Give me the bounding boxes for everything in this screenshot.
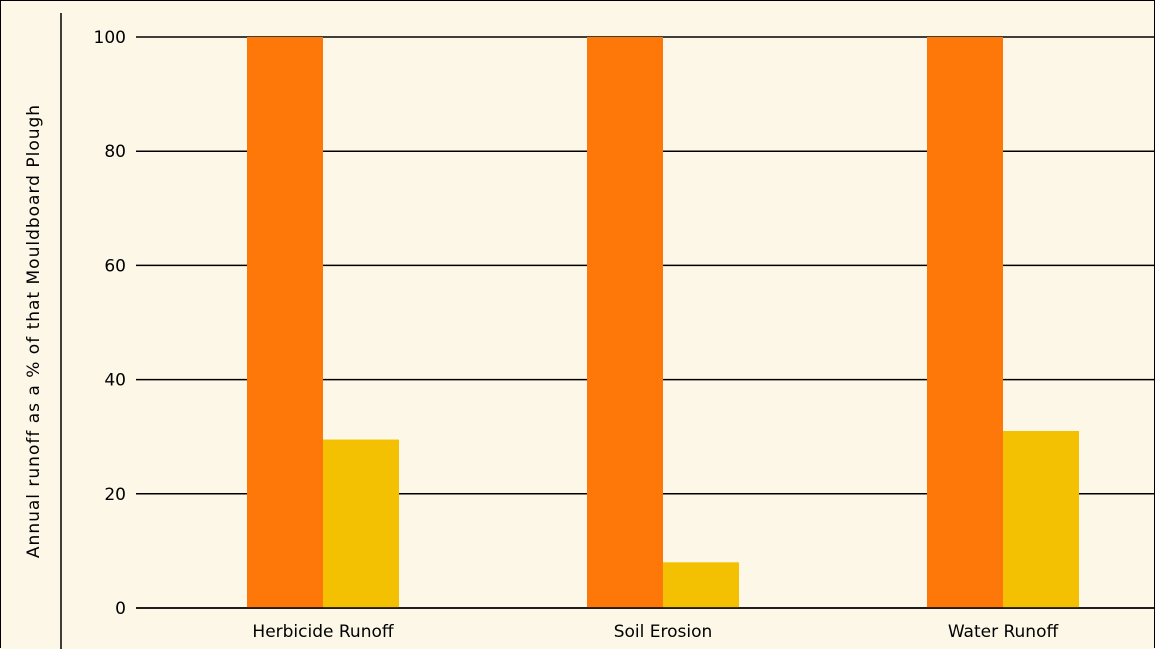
category-labels: Herbicide Runoff Soil Erosion Water Runoff [252, 622, 1059, 642]
y-tick-label: 80 [104, 142, 126, 162]
y-tick-label: 20 [104, 485, 126, 505]
y-tick-label: 0 [115, 599, 126, 619]
y-tick-label: 60 [104, 256, 126, 276]
y-tick-label: 40 [104, 371, 126, 391]
category-label: Water Runoff [948, 622, 1060, 642]
bar-series2-soil-erosion [663, 562, 739, 608]
bar-series1-herbicide-runoff [247, 37, 323, 608]
bar-series2-water-runoff [1003, 430, 1079, 608]
category-label: Herbicide Runoff [252, 622, 394, 642]
y-tick-label: 100 [94, 28, 126, 48]
bars [136, 37, 1155, 609]
y-axis-label: Annual runoff as a % of that Mouldboard … [24, 104, 44, 558]
bar-series1-water-runoff [927, 37, 1003, 608]
bar-series1-soil-erosion [587, 37, 663, 608]
bar-series2-herbicide-runoff [323, 439, 399, 608]
category-label: Soil Erosion [614, 622, 713, 642]
y-tick-labels: 0 20 40 60 80 100 [94, 28, 126, 619]
